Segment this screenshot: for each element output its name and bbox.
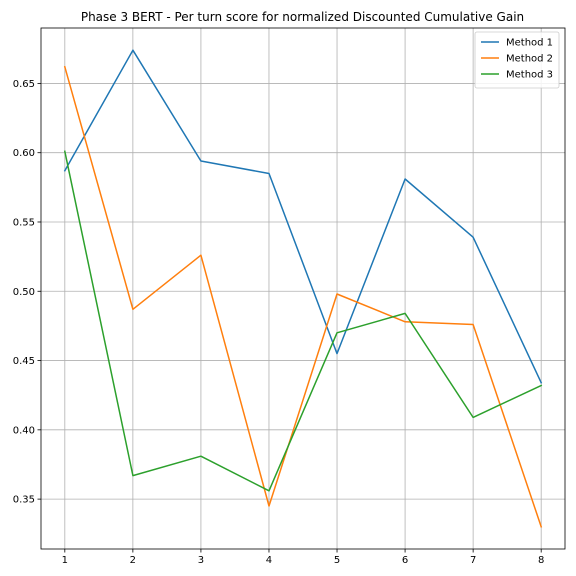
x-tick-label: 5 — [334, 555, 340, 566]
x-tick-label: 6 — [402, 555, 408, 566]
y-tick-label: 0.65 — [13, 79, 35, 90]
grid-lines — [41, 28, 565, 549]
x-tick-label: 2 — [130, 555, 136, 566]
x-tick-label: 3 — [198, 555, 204, 566]
y-tick-label: 0.35 — [13, 495, 35, 506]
y-tick-label: 0.55 — [13, 217, 35, 228]
y-tick-label: 0.40 — [13, 425, 35, 436]
y-axis: 0.35 0.40 0.45 0.50 0.55 0.60 0.65 — [13, 79, 41, 506]
x-tick-label: 8 — [538, 555, 544, 566]
chart-title: Phase 3 BERT - Per turn score for normal… — [81, 10, 524, 24]
series-lines — [63, 49, 543, 528]
legend-label: Method 1 — [506, 38, 553, 49]
series-line-method-2 — [63, 65, 543, 528]
x-axis: 1 2 3 4 5 6 7 8 — [62, 549, 544, 566]
x-tick-label: 4 — [266, 555, 272, 566]
series-line-method-3 — [63, 150, 543, 492]
x-tick-label: 1 — [62, 555, 68, 566]
series-line-method-1 — [63, 49, 543, 384]
y-tick-label: 0.60 — [13, 148, 35, 159]
legend: Method 1 Method 2 Method 3 — [474, 31, 560, 89]
legend-label: Method 3 — [506, 70, 553, 81]
x-tick-label: 7 — [470, 555, 476, 566]
y-tick-label: 0.50 — [13, 287, 35, 298]
legend-label: Method 2 — [506, 54, 553, 65]
y-tick-label: 0.45 — [13, 356, 35, 367]
plot-area-frame — [40, 27, 566, 550]
